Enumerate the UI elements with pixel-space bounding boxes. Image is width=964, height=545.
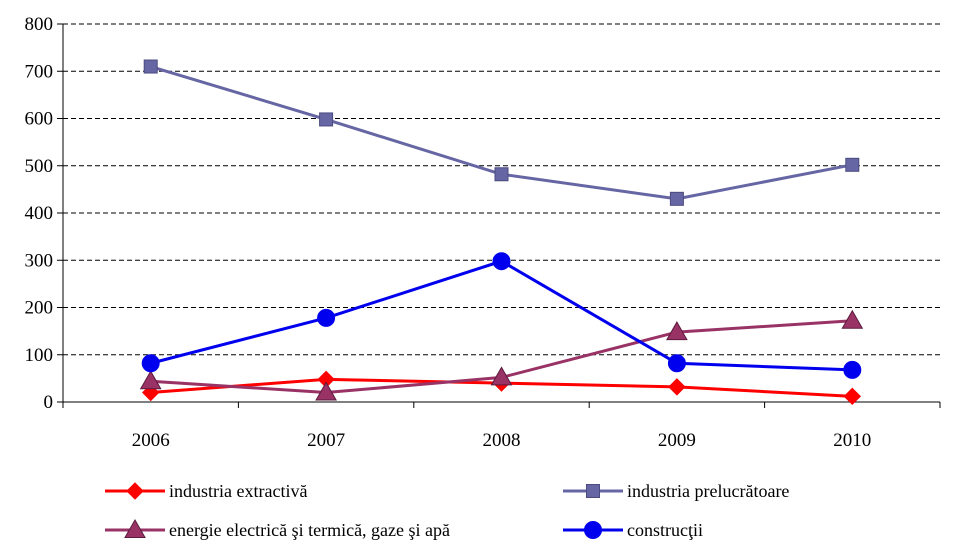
data-point-square <box>143 59 158 74</box>
series-4 <box>141 252 862 379</box>
legend-item-3: energie electrică şi termică, gaze şi ap… <box>105 518 450 540</box>
series-lines <box>139 59 864 406</box>
legend-item-4: construcţii <box>563 520 703 540</box>
data-point-circle <box>141 354 160 373</box>
gridlines <box>63 23 940 356</box>
y-tick-label: 100 <box>25 345 54 366</box>
data-point-diamond <box>668 378 686 396</box>
data-point-circle <box>492 252 511 271</box>
legend-label: construcţii <box>627 520 703 540</box>
data-point-triangle <box>315 381 337 401</box>
data-point-circle <box>667 354 686 373</box>
y-tick-label: 800 <box>25 14 54 35</box>
y-tick-label: 0 <box>44 392 54 413</box>
y-tick-label: 200 <box>25 298 54 319</box>
legend-item-1: industria extractivă <box>105 481 307 501</box>
x-tick-label: 2006 <box>132 430 170 451</box>
legend-label: industria extractivă <box>169 481 307 501</box>
y-tick-label: 600 <box>25 109 54 130</box>
x-tick-label: 2008 <box>483 430 521 451</box>
data-point-square <box>669 191 684 206</box>
x-tick-label: 2009 <box>658 430 696 451</box>
legend: industria extractivă industria prelucrăto… <box>105 481 789 540</box>
data-point-triangle <box>666 321 688 341</box>
series-2 <box>143 59 860 206</box>
legend-marker-circle <box>584 521 602 539</box>
data-point-square <box>494 167 509 182</box>
y-tick-label: 400 <box>25 203 54 224</box>
data-point-square <box>845 157 860 172</box>
data-point-triangle <box>490 366 513 386</box>
series-line <box>150 259 853 372</box>
data-point-diamond <box>843 387 862 406</box>
data-point-circle <box>843 360 862 379</box>
data-point-triangle <box>139 370 162 390</box>
legend-label: energie electrică şi termică, gaze şi ap… <box>169 520 450 540</box>
legend-item-2: industria prelucrătoare <box>563 481 789 501</box>
series-3 <box>139 309 864 401</box>
legend-marker-triangle <box>124 518 146 538</box>
x-tick-label: 2010 <box>833 430 871 451</box>
y-tick-label: 300 <box>25 250 54 271</box>
y-tick-label: 500 <box>25 156 54 177</box>
data-point-circle <box>317 308 336 327</box>
data-point-square <box>319 112 334 127</box>
data-point-triangle <box>841 309 864 329</box>
legend-marker-square <box>586 484 600 498</box>
legend-marker-diamond <box>126 482 144 500</box>
y-tick-label: 700 <box>25 61 54 82</box>
axes: 0 100 200 300 400 500 600 700 800 2006 2007 2008 200… <box>25 14 941 451</box>
legend-label: industria prelucrătoare <box>627 481 789 501</box>
x-tick-label: 2007 <box>307 430 345 451</box>
